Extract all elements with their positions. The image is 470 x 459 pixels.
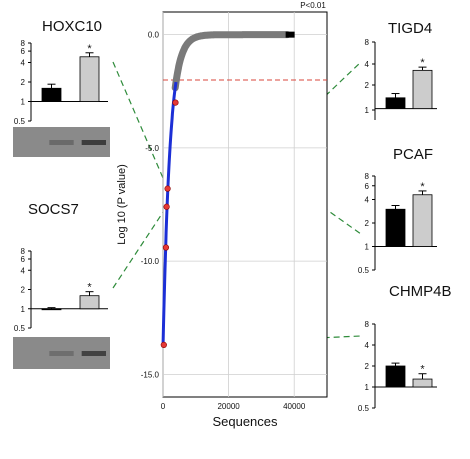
tigd4-bar-chart: TIGD4 8 4 2 1 * xyxy=(365,20,437,120)
gel-band xyxy=(49,351,74,356)
bar-control xyxy=(41,308,62,311)
chmp4b-bar-chart: CHMP4B 8 4 2 1 0.5 * xyxy=(358,283,452,413)
curve-end-marker xyxy=(285,31,295,38)
y-tick-label: 8 xyxy=(21,247,26,256)
gel-band xyxy=(49,140,74,145)
connector-socs7 xyxy=(112,206,168,289)
y-tick-label: 0.5 xyxy=(358,266,370,275)
y-tick-label: 6 xyxy=(21,47,26,56)
highlight-pcaf xyxy=(162,244,170,251)
y-tick-label: -15.0 xyxy=(141,370,160,379)
connector-hoxc10 xyxy=(112,61,169,189)
y-tick-label: 1 xyxy=(365,383,370,392)
p-threshold-annotation: P<0.01 xyxy=(300,1,326,10)
y-tick-label: 6 xyxy=(21,255,26,264)
significance-star: * xyxy=(87,43,92,55)
y-tick-label: -10.0 xyxy=(141,257,160,266)
bar-control xyxy=(385,365,406,388)
y-tick-label: 1 xyxy=(365,243,370,252)
gel-image xyxy=(13,337,110,369)
significance-star: * xyxy=(420,364,425,376)
y-tick-label: 1 xyxy=(365,106,370,115)
y-tick-label: 6 xyxy=(365,182,370,191)
panel-title: CHMP4B xyxy=(389,283,452,300)
panel-title: PCAF xyxy=(393,146,433,163)
y-tick-label: 4 xyxy=(365,196,370,205)
gel-image xyxy=(13,127,110,157)
significance-star: * xyxy=(87,282,92,294)
y-tick-label: 8 xyxy=(365,172,370,181)
bar-control xyxy=(385,97,406,109)
nonsignificant-sequences-curve xyxy=(171,31,291,92)
bar-treated xyxy=(412,194,433,247)
y-tick-label: 0.5 xyxy=(358,404,370,413)
y-tick-label: 4 xyxy=(365,60,370,69)
gel-band xyxy=(81,351,106,356)
y-tick-label: 0.0 xyxy=(148,31,160,40)
main-scatter-plot: 0 20000 40000 0.0 -5.0 -10.0 -15.0 P<0.01 Sequen… xyxy=(116,1,328,429)
y-tick-label: 4 xyxy=(21,59,26,68)
y-tick-label: 2 xyxy=(365,219,370,228)
bar-control xyxy=(385,208,406,247)
y-tick-label: 8 xyxy=(365,38,370,47)
y-tick-label: 4 xyxy=(365,341,370,350)
y-tick-label: -5.0 xyxy=(145,144,159,153)
gel-band xyxy=(81,140,106,145)
y-tick-label: 1 xyxy=(21,98,26,107)
x-axis-title: Sequences xyxy=(212,414,278,429)
significance-star: * xyxy=(420,57,425,69)
y-tick-label: 2 xyxy=(365,362,370,371)
y-tick-label: 0.5 xyxy=(14,117,26,126)
panel-title: SOCS7 xyxy=(28,201,79,218)
panel-title: TIGD4 xyxy=(388,20,432,37)
highlight-tigd4 xyxy=(172,99,179,106)
socs7-bar-chart: SOCS7 86 4 2 1 0.5 * xyxy=(13,201,110,369)
bar-treated xyxy=(79,295,100,310)
y-tick-label: 8 xyxy=(365,320,370,329)
bar-control xyxy=(41,87,62,102)
highlight-chmp4b xyxy=(160,341,167,349)
x-tick-label: 40000 xyxy=(283,402,306,411)
hoxc10-bar-chart: HOXC10 86 4 2 1 0.5 * xyxy=(13,18,110,157)
y-tick-label: 0.5 xyxy=(14,324,26,333)
highlight-hoxc10 xyxy=(164,185,171,192)
y-tick-label: 4 xyxy=(21,266,26,275)
significant-sequences-curve xyxy=(161,81,178,348)
x-tick-label: 0 xyxy=(161,402,166,411)
plot-frame xyxy=(162,11,328,398)
significance-star: * xyxy=(420,181,425,193)
x-tick-label: 20000 xyxy=(217,402,240,411)
y-axis-title: Log 10 (P value) xyxy=(116,164,128,245)
y-tick-label: 2 xyxy=(21,286,26,295)
y-tick-label: 8 xyxy=(21,39,26,48)
y-tick-label: 2 xyxy=(21,78,26,87)
y-tick-label: 2 xyxy=(365,81,370,90)
pcaf-bar-chart: PCAF 86 4 2 1 0.5 * xyxy=(358,146,437,275)
highlight-socs7 xyxy=(163,203,170,210)
bar-treated xyxy=(412,69,433,109)
bar-treated xyxy=(79,56,100,102)
bar-treated xyxy=(412,378,433,388)
panel-title: HOXC10 xyxy=(42,18,102,35)
y-tick-label: 1 xyxy=(21,305,26,314)
